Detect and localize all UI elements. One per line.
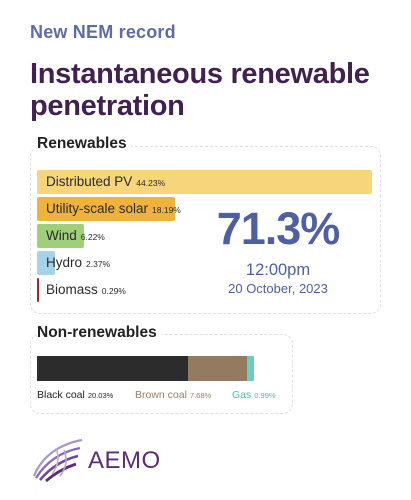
label-hydro: Hydro 2.37% [46,251,110,275]
nonrenewables-heading: Non-renewables [37,324,161,342]
label-name: Hydro [46,255,83,270]
label-percent: 0.29% [101,286,126,296]
label-percent: 0.99% [254,391,276,400]
label-name: Wind [46,228,77,243]
record-date: 20 October, 2023 [228,281,328,296]
nonrenewables-panel [30,334,293,414]
label-percent: 7.68% [189,391,212,400]
label-name: Brown coal [135,389,187,401]
renewables-heading: Renewables [37,135,131,153]
bar-hydro [37,251,55,275]
bar-biomass [37,278,40,302]
segment-gas [246,356,254,381]
label-percent: 44.23% [136,178,166,188]
aemo-swirl-icon [32,438,83,482]
total-renewable-percent: 71.3% [216,203,341,254]
renewables-panel [30,146,381,314]
label-black-coal: Black coal 20.03% [37,389,113,401]
label-gas: Gas 0.99% [232,389,276,401]
label-name: Utility-scale solar [46,201,149,216]
kicker-text: New NEM record [30,22,176,42]
bar-utility-scale-solar [37,197,175,221]
label-brown-coal: Brown coal 7.68% [135,389,211,401]
segment-brown-coal [188,356,247,381]
label-wind: Wind 6.22% [46,224,105,248]
label-name: Distributed PV [46,174,133,189]
bar-wind [37,224,85,248]
bar-distributed-pv [37,170,372,194]
record-time: 12:00pm [245,261,311,279]
label-name: Biomass [46,282,98,297]
page-title: Instantaneous renewable penetration [30,58,370,122]
label-biomass: Biomass 0.29% [46,278,126,302]
label-percent: 18.19% [152,205,181,215]
segment-black-coal [37,356,189,381]
aemo-logo-text: AEMO [88,447,161,474]
label-utility-scale-solar: Utility-scale solar 18.19% [46,197,181,221]
label-percent: 2.37% [86,259,111,269]
label-percent: 6.22% [80,232,105,242]
nonrenewables-stacked-bar [37,356,254,381]
label-name: Gas [232,389,252,401]
label-percent: 20.03% [87,391,114,400]
label-name: Black coal [37,389,85,401]
label-distributed-pv: Distributed PV 44.23% [46,170,165,194]
